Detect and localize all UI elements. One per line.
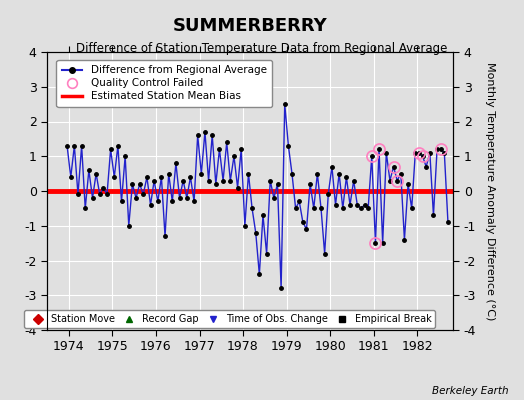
Y-axis label: Monthly Temperature Anomaly Difference (°C): Monthly Temperature Anomaly Difference (… [486, 62, 496, 320]
Title: SUMMERBERRY: SUMMERBERRY [173, 17, 328, 35]
Legend: Station Move, Record Gap, Time of Obs. Change, Empirical Break: Station Move, Record Gap, Time of Obs. C… [25, 310, 435, 328]
Text: Difference of Station Temperature Data from Regional Average: Difference of Station Temperature Data f… [77, 42, 447, 55]
Text: Berkeley Earth: Berkeley Earth [432, 386, 508, 396]
